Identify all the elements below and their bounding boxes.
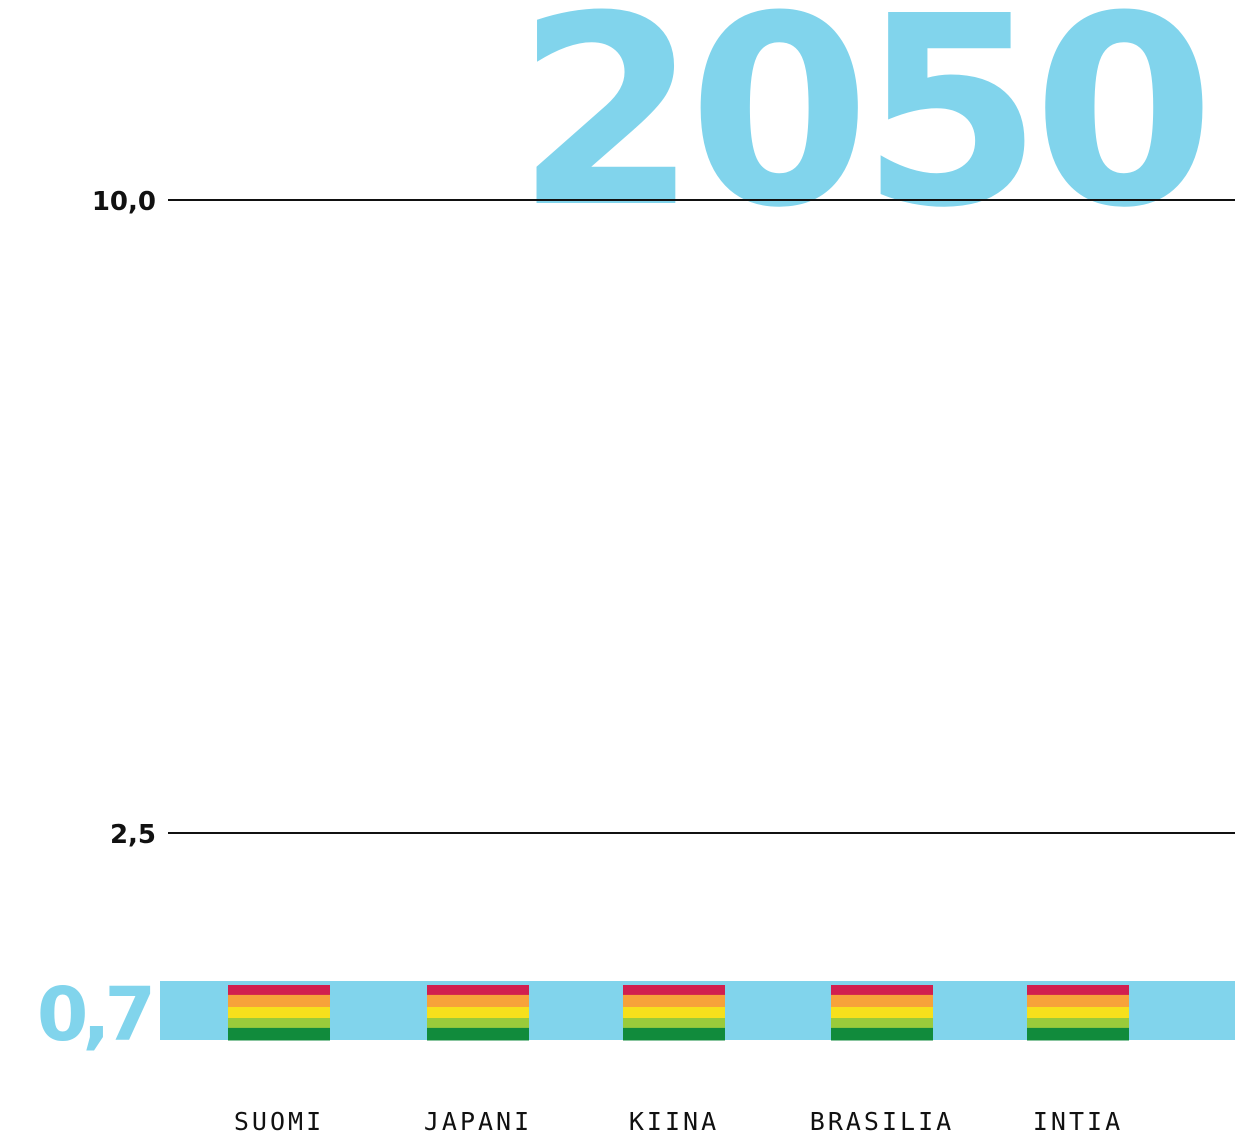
bar-segment [427,1018,529,1029]
bar-segment [1027,1027,1129,1041]
bar-intia [1027,985,1129,1041]
category-label-brasilia: BRASILIA [810,1107,954,1132]
chart-title: 2050 [516,0,1205,265]
bar-japani [427,985,529,1041]
bar-segment [228,1018,330,1029]
bar-segment [228,1027,330,1041]
bar-segment [1027,985,1129,996]
bar-segment [623,1007,725,1019]
category-label-intia: INTIA [1033,1107,1123,1132]
bar-suomi [228,985,330,1041]
tick-label-0: 10,0 [92,187,156,217]
bar-kiina [623,985,725,1041]
bar-segment [831,1007,933,1019]
bar-segment [427,994,529,1008]
category-label-suomi: SUOMI [234,1107,324,1132]
bar-segment [1027,1018,1129,1029]
bar-segment [228,994,330,1008]
bar-segment [1027,994,1129,1008]
bar-segment [831,1027,933,1041]
bar-segment [228,985,330,996]
bar-segment [623,985,725,996]
bar-segment [228,1007,330,1019]
band-label: 0,7 [37,972,151,1058]
bar-segment [831,994,933,1008]
category-label-kiina: KIINA [629,1107,719,1132]
bar-brasilia [831,985,933,1041]
bar-segment [623,1018,725,1029]
bar-segment [831,1018,933,1029]
bar-segment [427,985,529,996]
bar-segment [1027,1007,1129,1019]
bar-segment [427,1007,529,1019]
tick-label-1: 2,5 [110,820,156,850]
bar-segment [623,994,725,1008]
category-label-japani: JAPANI [424,1107,532,1132]
bar-segment [623,1027,725,1041]
bar-segment [831,985,933,996]
bar-segment [427,1027,529,1041]
